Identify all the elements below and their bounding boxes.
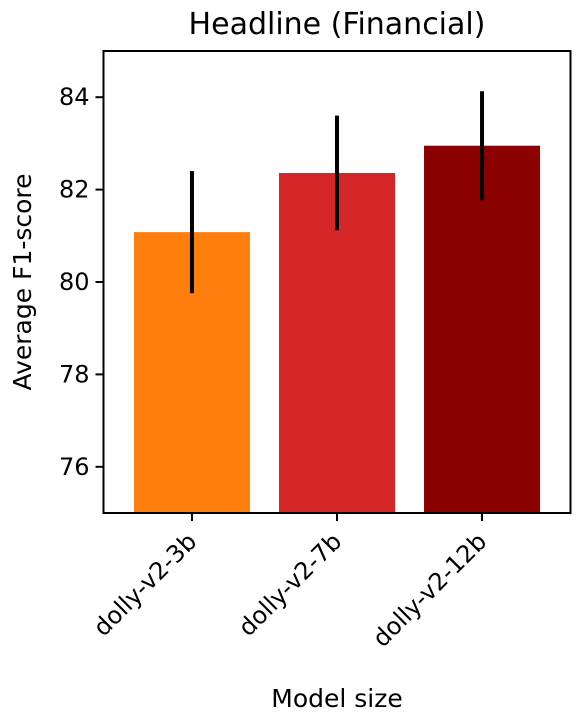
y-axis: 76 78 80 82 84 bbox=[59, 83, 104, 481]
x-tick-label-dolly-v2-12b: dolly-v2-12b bbox=[367, 527, 492, 652]
y-tick-label-78: 78 bbox=[59, 360, 90, 388]
y-tick-label-84: 84 bbox=[59, 83, 90, 111]
x-axis: dolly-v2-3b dolly-v2-7b dolly-v2-12b bbox=[88, 513, 492, 653]
x-tick-label-dolly-v2-7b: dolly-v2-7b bbox=[233, 527, 347, 641]
error-bars-group bbox=[189, 91, 485, 294]
x-axis-title: Model size bbox=[271, 684, 402, 713]
y-axis-title: Average F1-score bbox=[8, 173, 37, 390]
y-tick-label-82: 82 bbox=[59, 176, 90, 204]
chart-title: Headline (Financial) bbox=[189, 7, 486, 42]
bar-dolly-v2-12b bbox=[424, 145, 541, 513]
x-tick-label-dolly-v2-3b: dolly-v2-3b bbox=[88, 527, 202, 641]
y-tick-label-80: 80 bbox=[59, 268, 90, 296]
y-tick-label-76: 76 bbox=[59, 453, 90, 481]
plot-frame bbox=[102, 50, 572, 514]
